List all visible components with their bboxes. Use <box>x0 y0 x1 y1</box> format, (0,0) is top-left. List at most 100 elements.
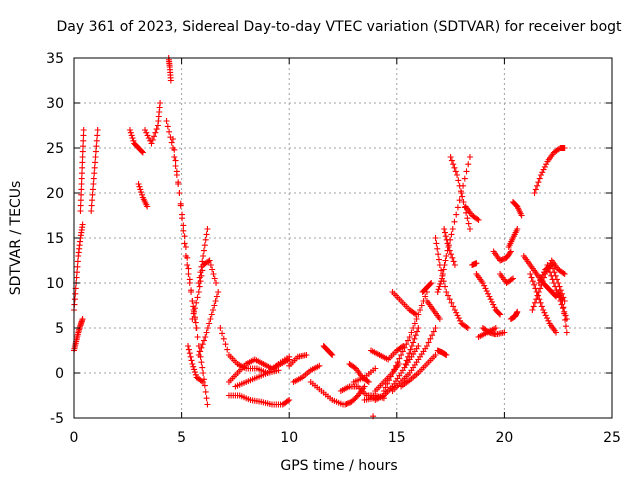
data-point-marker <box>406 350 413 357</box>
data-point-marker <box>153 126 160 133</box>
series-arc24 <box>342 383 368 408</box>
data-point-marker <box>361 383 368 390</box>
data-point-marker <box>212 298 219 304</box>
data-point-marker <box>443 352 450 358</box>
data-point-marker <box>406 334 413 340</box>
data-point-marker <box>79 148 86 155</box>
data-point-marker <box>90 175 97 182</box>
data-point-marker <box>434 289 441 295</box>
data-point-marker <box>444 240 451 247</box>
series-arc53 <box>507 308 521 322</box>
data-point-marker <box>92 148 99 155</box>
data-markers <box>71 55 570 420</box>
data-point-marker <box>206 257 213 264</box>
data-point-marker <box>410 339 417 346</box>
data-point-marker <box>139 149 146 156</box>
data-point-marker <box>79 154 86 160</box>
data-point-marker <box>180 222 187 229</box>
y-tick-label: 10 <box>46 276 64 292</box>
data-point-marker <box>77 197 84 204</box>
data-point-marker <box>91 164 98 171</box>
data-point-marker <box>89 197 96 204</box>
data-point-marker <box>514 226 521 232</box>
data-point-marker <box>530 303 537 310</box>
data-point-marker <box>491 304 498 311</box>
data-point-marker <box>537 299 544 306</box>
data-point-marker <box>411 335 418 342</box>
series-arc18 <box>225 392 293 408</box>
data-point-marker <box>403 357 410 364</box>
x-tick-label: 25 <box>603 430 621 446</box>
data-point-marker <box>518 212 525 219</box>
data-point-marker <box>435 286 442 293</box>
data-point-marker <box>77 208 84 214</box>
data-point-marker <box>486 293 493 300</box>
data-point-marker <box>207 262 214 268</box>
data-point-marker <box>532 186 539 193</box>
data-point-marker <box>446 296 453 303</box>
data-point-marker <box>450 303 457 310</box>
data-point-marker <box>537 277 544 284</box>
data-point-marker <box>195 352 202 358</box>
data-point-marker <box>186 350 193 357</box>
data-point-marker <box>192 319 199 326</box>
data-point-marker <box>92 159 99 166</box>
data-point-marker <box>380 388 387 394</box>
data-point-marker <box>535 179 542 186</box>
data-point-marker <box>460 199 467 205</box>
data-point-marker <box>553 329 560 336</box>
data-point-marker <box>199 341 206 348</box>
data-point-marker <box>77 202 84 209</box>
data-point-marker <box>445 292 452 299</box>
data-point-marker <box>187 353 194 360</box>
data-point-marker <box>193 325 200 331</box>
data-point-marker <box>440 266 447 273</box>
data-point-marker <box>191 366 198 373</box>
data-point-marker <box>185 271 192 277</box>
series-arc7 <box>142 100 164 147</box>
data-point-marker <box>182 244 189 250</box>
data-point-marker <box>208 311 215 318</box>
data-point-marker <box>79 221 86 228</box>
data-point-marker <box>535 289 542 295</box>
data-point-marker <box>215 289 222 295</box>
data-point-marker <box>78 181 85 187</box>
data-point-marker <box>430 328 437 335</box>
data-point-marker <box>447 154 454 160</box>
chart-title: Day 361 of 2023, Sidereal Day-to-day VTE… <box>56 19 622 35</box>
data-point-marker <box>543 161 550 168</box>
data-point-marker <box>417 307 424 313</box>
data-point-marker <box>534 182 541 189</box>
data-point-marker <box>449 226 456 232</box>
data-point-marker <box>200 247 207 254</box>
series-arc58 <box>531 145 568 196</box>
data-point-marker <box>410 325 417 331</box>
data-point-marker <box>389 370 396 376</box>
data-point-marker <box>407 346 414 353</box>
data-point-marker <box>432 352 439 358</box>
data-point-marker <box>541 309 548 316</box>
data-point-marker <box>209 266 216 273</box>
series-arc14 <box>195 289 222 358</box>
data-point-marker <box>219 330 226 337</box>
data-point-marker <box>384 380 391 387</box>
data-point-marker <box>202 334 209 340</box>
series-arc20 <box>290 362 323 385</box>
data-point-marker <box>433 240 440 247</box>
data-point-marker <box>436 316 443 322</box>
data-point-marker <box>453 211 460 218</box>
data-point-marker <box>474 216 481 223</box>
data-point-marker <box>177 202 184 209</box>
series-arc6 <box>135 181 151 210</box>
data-point-marker <box>180 227 187 234</box>
data-point-marker <box>198 272 205 279</box>
data-point-marker <box>90 181 97 187</box>
grid-lines <box>74 58 612 418</box>
data-point-marker <box>544 262 551 268</box>
data-point-marker <box>88 202 95 209</box>
data-point-marker <box>398 352 405 358</box>
data-point-marker <box>539 271 546 278</box>
data-point-marker <box>151 133 158 140</box>
data-point-marker <box>548 272 555 279</box>
data-point-marker <box>210 271 217 277</box>
